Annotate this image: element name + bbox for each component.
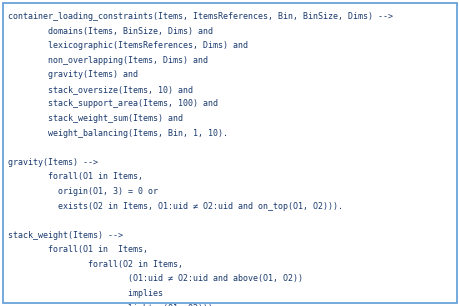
Text: gravity(Items) and: gravity(Items) and	[8, 70, 138, 79]
Text: lighter(O1, O2))).: lighter(O1, O2))).	[8, 304, 218, 306]
Text: gravity(Items) -->: gravity(Items) -->	[8, 158, 98, 167]
Text: forall(O1 in  Items,: forall(O1 in Items,	[8, 245, 148, 254]
Text: stack_weight(Items) -->: stack_weight(Items) -->	[8, 231, 123, 240]
Text: non_overlapping(Items, Dims) and: non_overlapping(Items, Dims) and	[8, 56, 207, 65]
Text: stack_oversize(Items, 10) and: stack_oversize(Items, 10) and	[8, 85, 193, 94]
Text: forall(O1 in Items,: forall(O1 in Items,	[8, 172, 143, 181]
Text: implies: implies	[8, 289, 162, 298]
FancyBboxPatch shape	[3, 3, 456, 303]
Text: (O1:uid ≠ O2:uid and above(O1, O2)): (O1:uid ≠ O2:uid and above(O1, O2))	[8, 274, 302, 283]
Text: weight_balancing(Items, Bin, 1, 10).: weight_balancing(Items, Bin, 1, 10).	[8, 129, 228, 138]
Text: domains(Items, BinSize, Dims) and: domains(Items, BinSize, Dims) and	[8, 27, 213, 35]
Text: stack_weight_sum(Items) and: stack_weight_sum(Items) and	[8, 114, 183, 123]
Text: stack_support_area(Items, 100) and: stack_support_area(Items, 100) and	[8, 99, 218, 109]
Text: container_loading_constraints(Items, ItemsReferences, Bin, BinSize, Dims) -->: container_loading_constraints(Items, Ite…	[8, 12, 392, 21]
Text: lexicographic(ItemsReferences, Dims) and: lexicographic(ItemsReferences, Dims) and	[8, 41, 247, 50]
Text: origin(O1, 3) = 0 or: origin(O1, 3) = 0 or	[8, 187, 157, 196]
Text: forall(O2 in Items,: forall(O2 in Items,	[8, 260, 183, 269]
Text: exists(O2 in Items, O1:uid ≠ O2:uid and on_top(O1, O2))).: exists(O2 in Items, O1:uid ≠ O2:uid and …	[8, 202, 342, 211]
